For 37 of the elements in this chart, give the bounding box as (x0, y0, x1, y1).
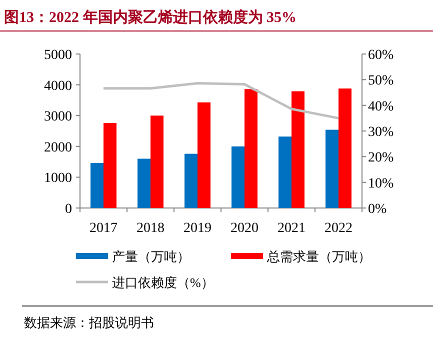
bar (338, 88, 352, 208)
y-tick-label: 5000 (44, 48, 72, 63)
x-tick-label: 2020 (230, 221, 258, 236)
bar (104, 122, 116, 208)
y2-tick-label: 60% (368, 48, 394, 63)
bar (326, 130, 338, 208)
bar (150, 116, 164, 208)
y2-tick-label: 40% (368, 99, 394, 114)
y2-tick-label: 0% (368, 202, 387, 217)
bar (244, 89, 258, 208)
x-tick-label: 2017 (90, 221, 118, 236)
x-tick-label: 2021 (278, 221, 306, 236)
bar (292, 91, 304, 208)
chart-title: 图13：2022 年国内聚乙烯进口依赖度为 35% (4, 8, 296, 26)
x-tick-label: 2019 (184, 221, 212, 236)
bar (232, 146, 244, 208)
y2-tick-label: 50% (368, 74, 394, 89)
y-tick-label: 0 (65, 202, 72, 217)
y-tick-label: 2000 (44, 140, 72, 156)
x-tick-label: 2018 (136, 221, 164, 236)
x-tick-label: 2022 (324, 221, 352, 236)
y2-tick-label: 10% (368, 176, 394, 192)
legend-label: 产量（万吨） (112, 249, 190, 264)
y-tick-label: 1000 (44, 171, 72, 186)
bar (198, 102, 210, 208)
bar (138, 158, 150, 208)
y2-tick-label: 20% (368, 150, 394, 166)
source-note: 数据来源：招股说明书 (24, 315, 154, 330)
bar (90, 163, 104, 208)
legend-label: 进口依赖度（%） (112, 275, 214, 290)
bar (278, 136, 292, 208)
line-series (102, 82, 340, 120)
bar (184, 154, 198, 208)
legend-label: 总需求量（万吨） (266, 249, 371, 264)
y-tick-label: 4000 (44, 78, 72, 94)
y2-tick-label: 30% (368, 125, 394, 140)
y-tick-label: 3000 (44, 110, 72, 125)
